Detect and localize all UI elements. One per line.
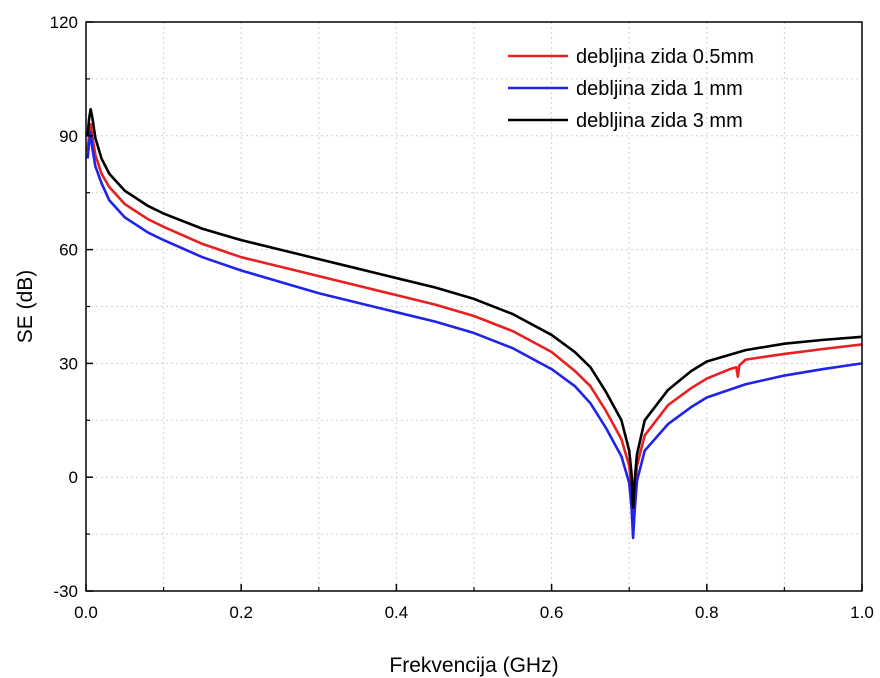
y-tick-label: -30 (53, 582, 78, 601)
x-tick-labels: 0.0 0.2 0.4 0.6 0.8 1.0 (74, 603, 874, 622)
legend: debljina zida 0.5mm debljina zida 1 mm deb… (508, 46, 754, 132)
y-tick-label: 120 (50, 13, 78, 32)
legend-label: debljina zida 0.5mm (576, 46, 754, 68)
x-tick-label: 1.0 (850, 603, 874, 622)
series-line-1 (86, 123, 863, 525)
y-tick-label: 60 (59, 241, 78, 260)
x-tick-label: 0.8 (695, 603, 719, 622)
x-tick-label: 0.4 (385, 603, 409, 622)
grid-lines (86, 22, 862, 591)
x-tick-label: 0.0 (74, 603, 98, 622)
y-axis-title: SE (dB) (14, 270, 37, 344)
x-tick-label: 0.2 (229, 603, 253, 622)
y-tick-label: 0 (69, 468, 78, 487)
legend-label: debljina zida 3 mm (576, 110, 743, 132)
legend-label: debljina zida 1 mm (576, 78, 743, 100)
axis-ticks (85, 21, 863, 592)
y-tick-label: 90 (59, 127, 78, 146)
x-tick-label: 0.6 (540, 603, 564, 622)
y-tick-labels: -30 0 30 60 90 120 (50, 13, 78, 601)
x-axis-title: Frekvencija (GHz) (389, 654, 558, 677)
series-lines (86, 107, 863, 540)
series-line-2 (86, 130, 863, 540)
y-tick-label: 30 (59, 354, 78, 373)
series-line-3 (86, 107, 863, 509)
